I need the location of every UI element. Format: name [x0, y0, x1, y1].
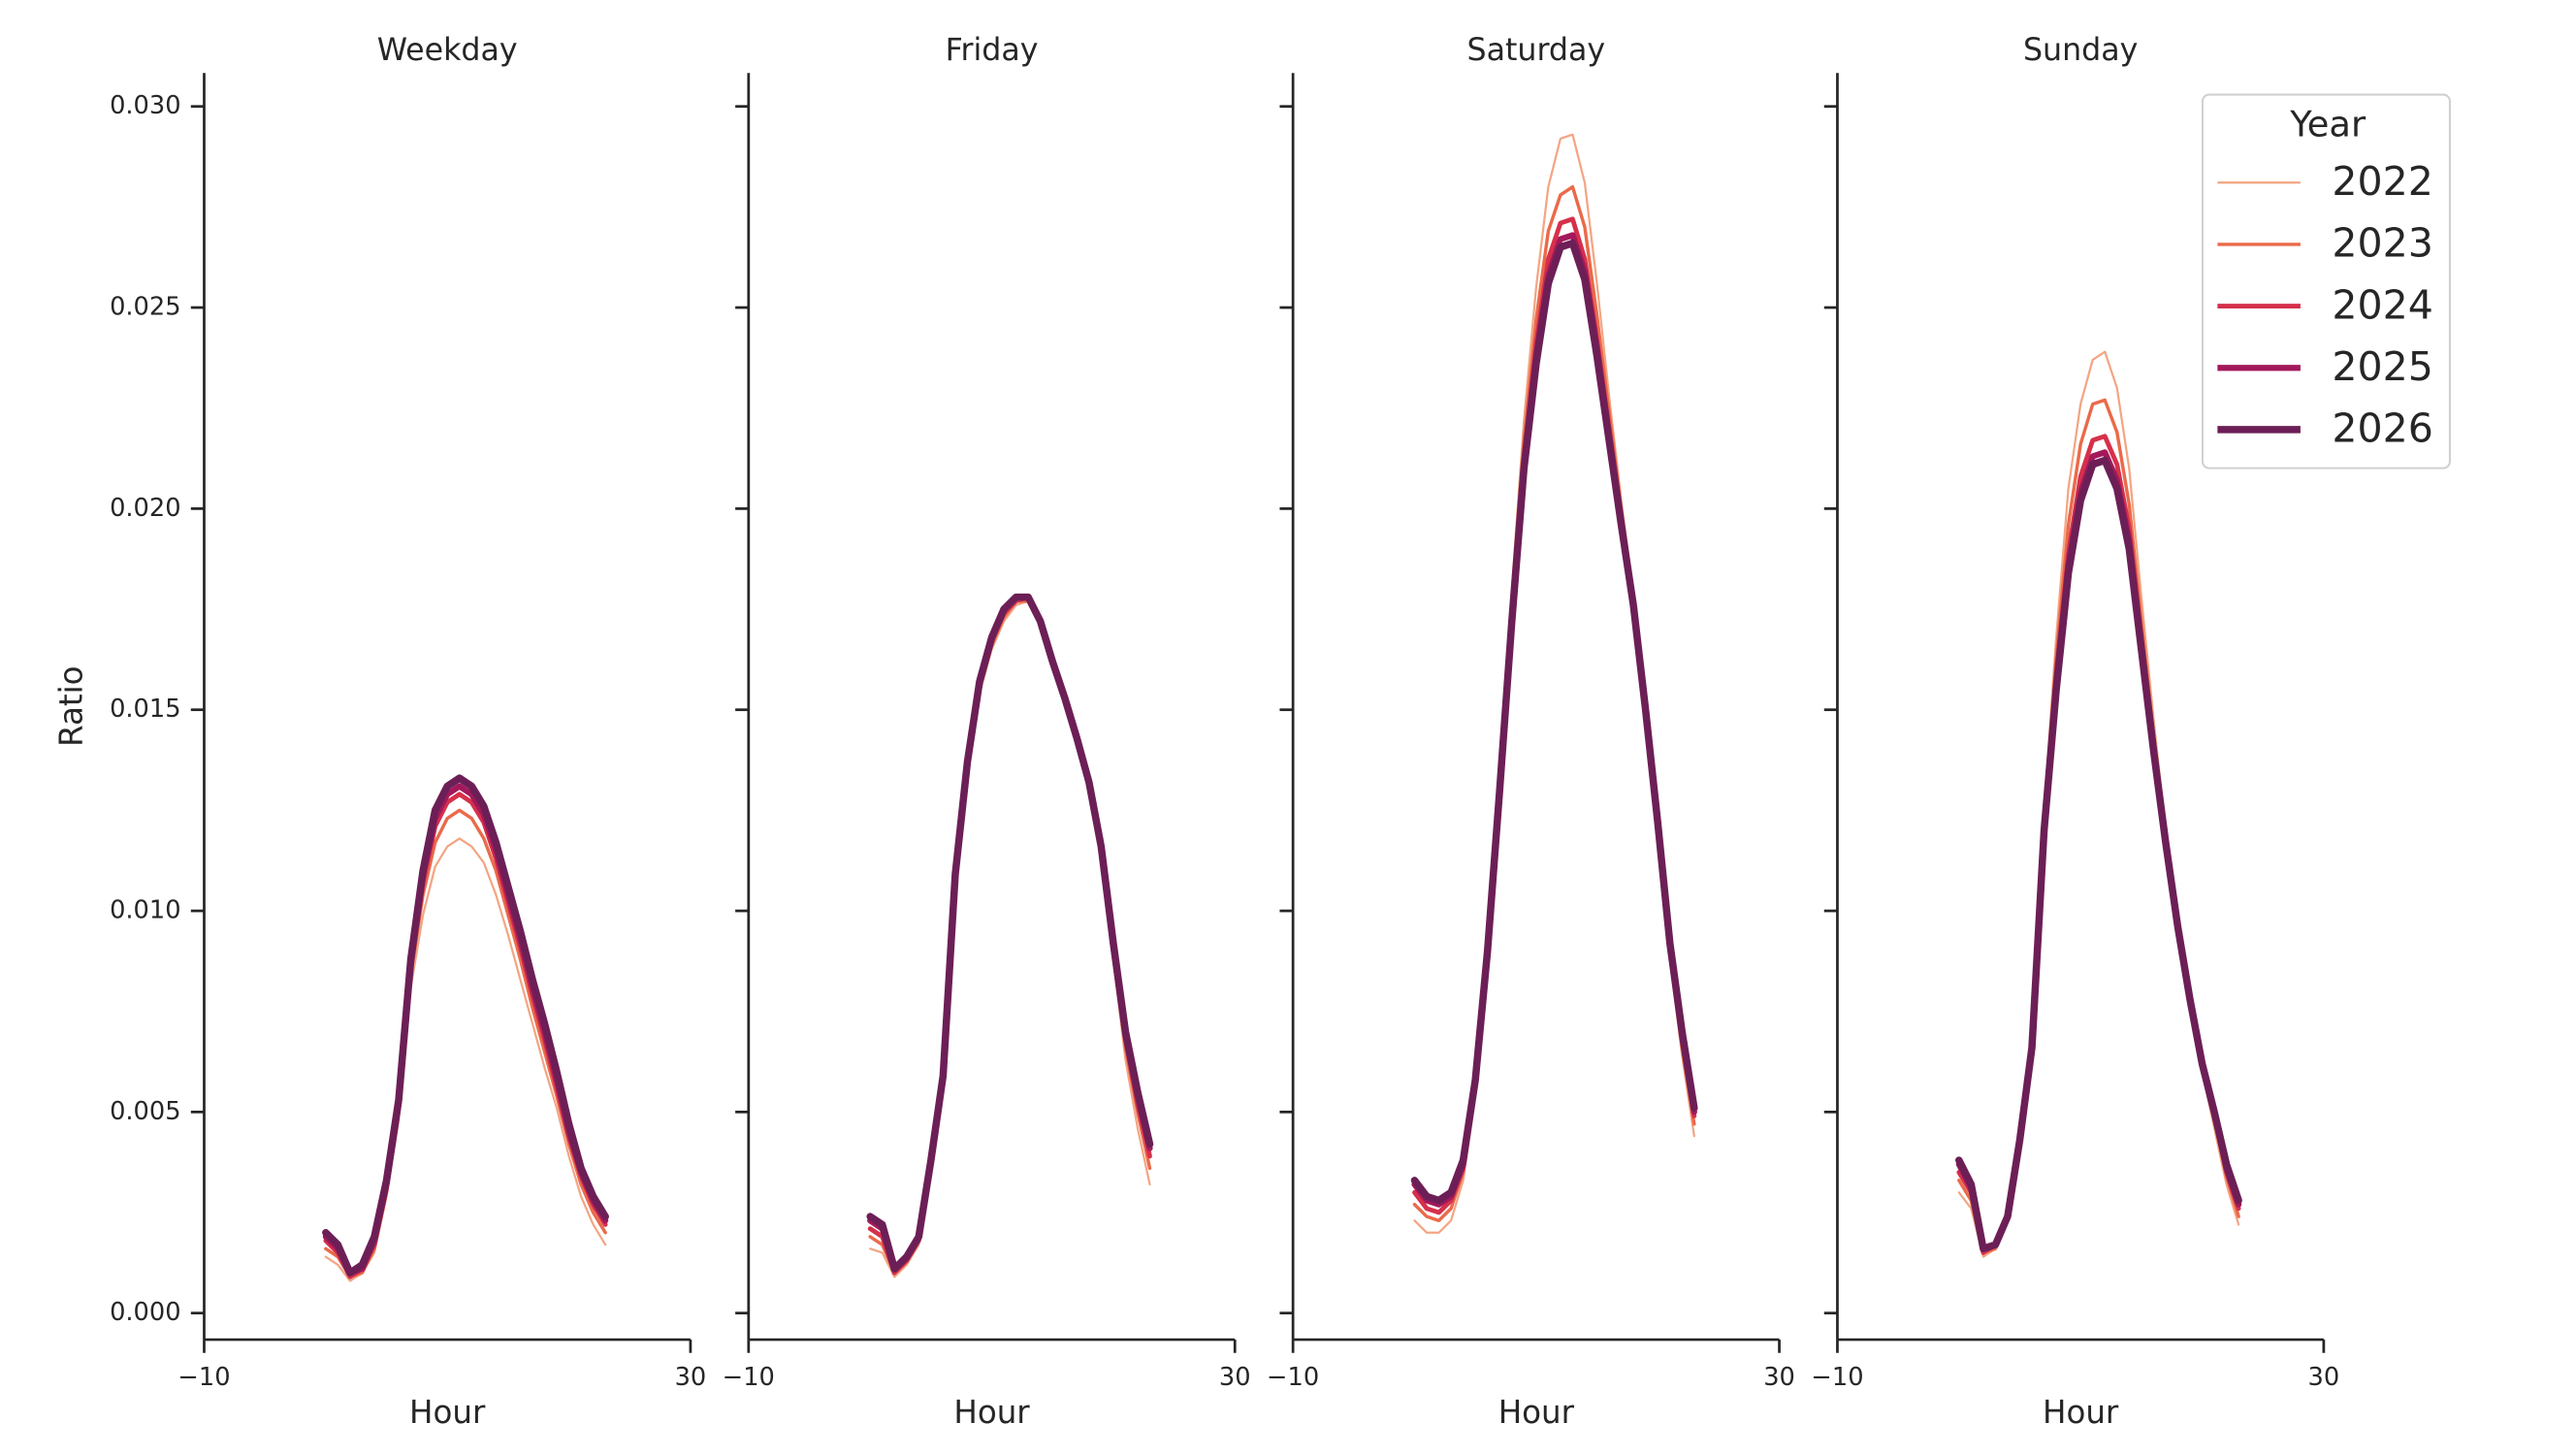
series-line: [1412, 184, 1696, 1223]
panel-title: Friday: [946, 33, 1039, 68]
x-tick-label: 30: [1763, 1363, 1795, 1392]
series-line: [1411, 232, 1697, 1208]
panel-title: Saturday: [1467, 33, 1606, 68]
series-line: [1413, 133, 1695, 1234]
legend-label: 2023: [2332, 220, 2433, 267]
y-tick-label: 0.010: [110, 896, 180, 925]
panel-title: Sunday: [2023, 33, 2138, 68]
series-line: [1957, 350, 2240, 1258]
x-tick-label: 30: [2308, 1363, 2340, 1392]
series-line: [322, 783, 609, 1277]
series-line: [1957, 398, 2240, 1255]
series-line: [1956, 434, 2241, 1255]
series-line: [323, 792, 608, 1279]
series-line: [322, 774, 609, 1277]
x-tick-label: 30: [1219, 1363, 1251, 1392]
y-tick-label: 0.025: [110, 293, 180, 322]
y-tick-label: 0.020: [110, 494, 180, 523]
x-tick-label: −10: [177, 1363, 230, 1392]
x-tick-label: −10: [723, 1363, 775, 1392]
x-tick-label: −10: [1811, 1363, 1863, 1392]
y-tick-label: 0.005: [110, 1097, 180, 1126]
y-tick-label: 0.015: [110, 695, 180, 724]
series-line: [867, 595, 1152, 1276]
series-line: [1412, 216, 1697, 1215]
series-line: [324, 837, 607, 1282]
x-axis-label: Hour: [2043, 1394, 2119, 1431]
series-line: [867, 594, 1153, 1273]
y-tick-label: 0.030: [110, 91, 180, 120]
series-line: [866, 593, 1154, 1273]
legend-label: 2022: [2332, 158, 2433, 205]
y-axis-label: Ratio: [52, 665, 89, 746]
legend-label: 2026: [2332, 405, 2433, 452]
legend-label: 2025: [2332, 343, 2433, 390]
series-line: [324, 808, 607, 1279]
series-line: [868, 599, 1152, 1275]
series-line: [869, 599, 1151, 1278]
legend-frame: [2201, 93, 2451, 469]
series-line: [1955, 456, 2242, 1253]
x-tick-label: −10: [1267, 1363, 1319, 1392]
legend-title: Year: [2289, 104, 2367, 146]
y-tick-label: 0.000: [110, 1298, 180, 1327]
panel-title: Weekday: [377, 33, 518, 68]
series-line: [1410, 239, 1698, 1205]
x-tick-label: 30: [675, 1363, 707, 1392]
x-axis-label: Hour: [953, 1394, 1030, 1431]
series-line: [1955, 449, 2242, 1252]
legend-label: 2024: [2332, 281, 2433, 328]
legend: Year 2022 2023 2024 2025 2026: [2201, 93, 2451, 469]
x-axis-label: Hour: [409, 1394, 486, 1431]
x-axis-label: Hour: [1498, 1394, 1575, 1431]
